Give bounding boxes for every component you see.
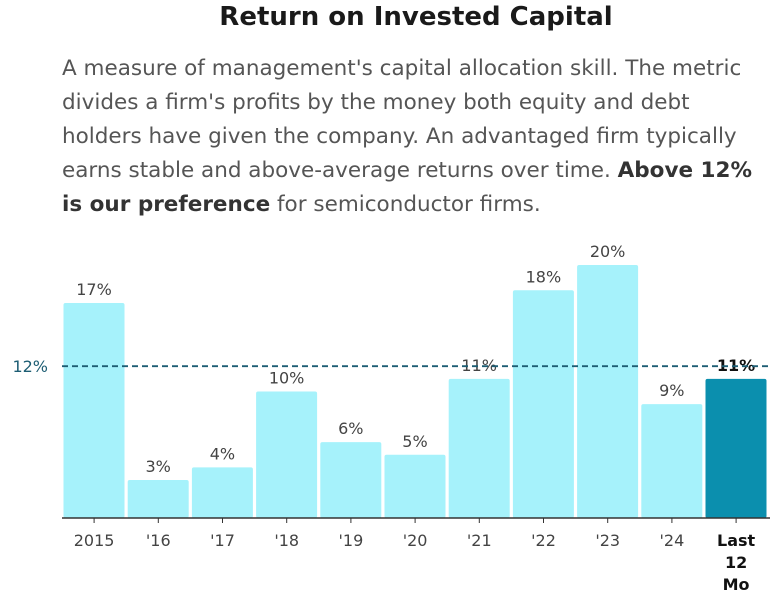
x-tick-label-0: 2015	[74, 531, 115, 550]
bar-value-label-5: 5%	[402, 432, 427, 451]
x-tick-label-10: Last 12 Mo	[717, 531, 756, 594]
x-tick-label-1: '16	[146, 531, 171, 550]
bar-6	[448, 378, 510, 518]
bar-value-label-4: 6%	[338, 419, 363, 438]
x-tick-label-part: 12	[725, 553, 747, 572]
x-tick-label-9: '24	[660, 531, 685, 550]
x-tick-label-5: '20	[403, 531, 428, 550]
bar-4	[320, 442, 382, 518]
bar-10	[705, 378, 767, 518]
bar-value-label-9: 9%	[659, 381, 684, 400]
x-tick-label-3: '18	[274, 531, 299, 550]
description-suffix: for semiconductor firms.	[270, 192, 541, 217]
bar-0	[63, 302, 125, 518]
bar-value-label-3: 10%	[269, 369, 305, 388]
x-tick-label-2: '17	[210, 531, 235, 550]
description-text: A measure of management's capital alloca…	[62, 56, 742, 183]
description-emphasis: Above 12% is our preference	[62, 158, 752, 217]
x-tick-label-8: '23	[595, 531, 620, 550]
x-tick-label-4: '19	[339, 531, 364, 550]
chart-title: Return on Invested Capital	[219, 2, 613, 32]
chart-description: A measure of management's capital alloca…	[62, 52, 762, 222]
x-tick-label-part: Mo	[723, 575, 750, 594]
bar-1	[127, 480, 189, 518]
bar-value-label-0: 17%	[76, 280, 112, 299]
x-tick-label-7: '22	[531, 531, 556, 550]
bar-9	[641, 404, 703, 518]
bar-2	[191, 467, 253, 518]
x-tick-label-part: Last	[717, 531, 756, 550]
x-tick-label-6: '21	[467, 531, 492, 550]
bar-value-label-7: 18%	[526, 267, 562, 286]
bar-5	[384, 454, 446, 518]
bar-3	[256, 391, 318, 518]
bar-value-label-6: 11%	[461, 356, 497, 375]
reference-line-label: 12%	[12, 357, 48, 376]
bar-7	[512, 290, 574, 518]
bar-8	[577, 265, 639, 518]
bar-value-label-2: 4%	[210, 444, 235, 463]
bar-value-label-1: 3%	[146, 457, 171, 476]
bar-value-label-8: 20%	[590, 242, 626, 261]
